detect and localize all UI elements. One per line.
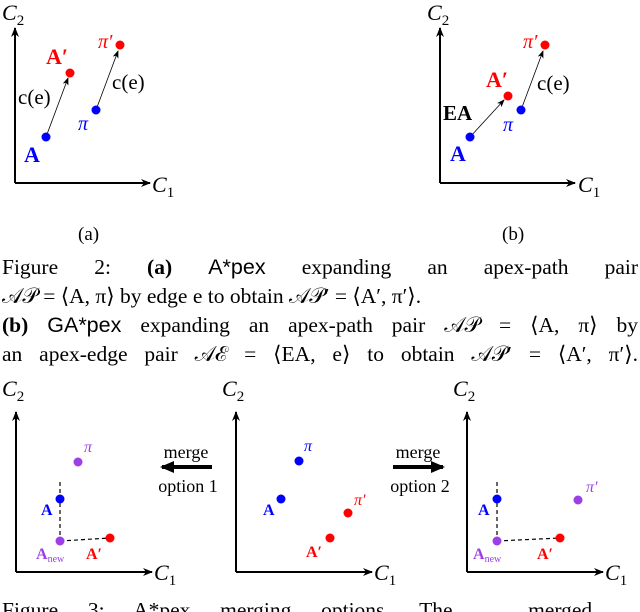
caption-figure-number: Figure 2:	[2, 255, 111, 279]
y-axis-label: C2	[453, 376, 475, 405]
y-axis-label: C2	[2, 0, 24, 29]
label-edge-cost: c(e)	[537, 71, 570, 95]
figure-2a: C2 C1 A A′ π π′ c(e) c(e) (a)	[2, 0, 174, 245]
y-axis-label: C2	[2, 376, 24, 405]
point-A-prime	[105, 533, 115, 543]
caption-algorithm-name: A*pex	[208, 255, 266, 279]
apex-edge-arrow	[469, 99, 505, 138]
point-A	[55, 494, 65, 504]
label-A: A	[450, 141, 466, 166]
caption-text: 𝒜𝒫 = ⟨A, π⟩ by edge e to obtain 𝒜𝒫′ = ⟨A…	[2, 284, 422, 308]
label-A-prime: A′	[537, 546, 553, 563]
point-pi-prime	[573, 495, 583, 505]
point-pi	[294, 456, 304, 466]
point-pi	[73, 457, 83, 467]
label-A-prime: A′	[46, 44, 68, 69]
label-A: A	[41, 502, 53, 519]
label-pi-prime: π′	[98, 31, 113, 53]
point-A-new	[492, 536, 502, 546]
figure-2b: C2 C1 A A′ EA π π′ c(e) (b)	[427, 0, 600, 245]
label-A-new: Anew	[473, 546, 502, 565]
label-A: A	[263, 502, 275, 519]
label-A-prime: A′	[306, 544, 322, 561]
figure-3-middle: C2 C1 π A π′ A′	[222, 376, 396, 589]
caption-line-4: an apex-edge pair 𝒜ℰ = ⟨EA, e⟩ to obtain…	[2, 340, 638, 369]
point-A	[465, 132, 475, 142]
edge-arrow	[520, 50, 544, 111]
figure-2-caption: Figure 2: (a) A*pex expanding an apex-pa…	[2, 253, 638, 369]
label-edge-cost: c(e)	[112, 70, 145, 94]
merge-label: merge	[164, 442, 209, 462]
caption-part-a: (a)	[147, 255, 173, 279]
x-axis-label: C1	[374, 560, 396, 589]
label-edge-cost: c(e)	[18, 85, 51, 109]
label-pi: π	[84, 439, 93, 456]
point-pi	[516, 105, 526, 115]
dashed-line	[496, 537, 561, 542]
option-label: option 2	[390, 476, 450, 496]
point-A	[276, 494, 286, 504]
point-A	[41, 132, 51, 142]
label-pi-prime: π′	[354, 492, 366, 509]
y-axis-label: C2	[222, 376, 244, 405]
figure-3-left: C2 C1 π A Anew A′	[2, 376, 176, 589]
point-A-prime	[65, 68, 75, 78]
caption-line-2: 𝒜𝒫 = ⟨A, π⟩ by edge e to obtain 𝒜𝒫′ = ⟨A…	[2, 282, 638, 311]
label-pi: π	[304, 438, 313, 455]
caption-line-3: (b) GA*pex expanding an apex-path pair 𝒜…	[2, 311, 638, 340]
point-A-prime	[503, 91, 513, 101]
figure-3-caption-partial: Figure 3: A*pex merging options. The ...…	[2, 600, 638, 612]
label-A-new: Anew	[36, 546, 65, 565]
caption-text: Figure 3: A*pex merging options. The ...…	[2, 600, 638, 612]
dashed-line	[59, 537, 111, 542]
sublabel-b: (b)	[502, 224, 524, 245]
sublabel-a: (a)	[78, 224, 99, 245]
caption-text: expanding an apex-path pair 𝒜𝒫 = ⟨A, π⟩ …	[140, 313, 638, 337]
label-A: A	[24, 142, 40, 167]
point-pi-prime	[343, 508, 353, 518]
caption-algorithm-name: GA*pex	[47, 313, 122, 337]
edge-arrow	[95, 50, 119, 111]
point-pi-prime	[115, 40, 125, 50]
point-A-prime	[325, 533, 335, 543]
merge-option-1: merge option 1	[158, 442, 218, 496]
caption-line-1: Figure 2: (a) A*pex expanding an apex-pa…	[2, 253, 638, 282]
label-pi-prime: π′	[586, 479, 598, 496]
x-axis-label: C1	[578, 172, 600, 201]
label-A-prime: A′	[86, 546, 102, 563]
caption-text: expanding an apex-path pair	[301, 255, 638, 279]
figure-3-right: C2 C1 π′ A Anew A′	[453, 376, 627, 589]
caption-text: an apex-edge pair 𝒜ℰ = ⟨EA, e⟩ to obtain…	[2, 342, 638, 366]
x-axis-label: C1	[154, 560, 176, 589]
option-label: option 1	[158, 476, 218, 496]
point-pi	[91, 105, 101, 115]
x-axis-label: C1	[152, 172, 174, 201]
caption-part-b: (b)	[2, 313, 29, 337]
merge-label: merge	[396, 442, 441, 462]
label-pi: π	[78, 113, 89, 135]
label-A: A	[478, 502, 490, 519]
point-A-new	[55, 536, 65, 546]
x-axis-label: C1	[605, 560, 627, 589]
edge-arrow	[45, 77, 69, 138]
label-A-prime: A′	[486, 67, 508, 92]
point-pi-prime	[540, 40, 550, 50]
y-axis-label: C2	[427, 0, 449, 29]
label-pi: π	[503, 114, 514, 136]
point-A	[492, 494, 502, 504]
label-EA: EA	[443, 101, 473, 125]
merge-option-2: merge option 2	[390, 442, 450, 496]
point-A-prime	[555, 533, 565, 543]
label-pi-prime: π′	[523, 31, 538, 53]
